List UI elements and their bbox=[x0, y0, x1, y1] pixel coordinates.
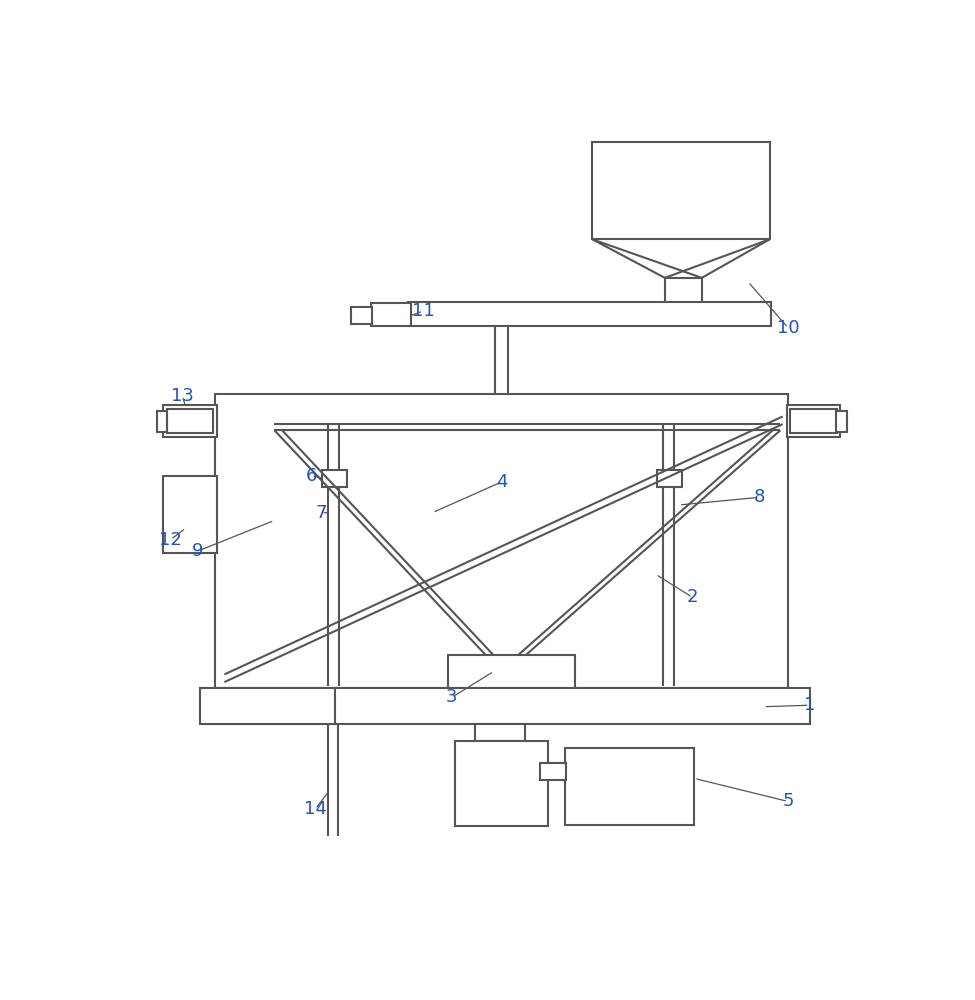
Bar bbox=[200, 688, 809, 724]
Bar bbox=[351, 307, 372, 324]
Bar bbox=[455, 741, 548, 826]
Bar bbox=[476, 724, 526, 741]
Text: 12: 12 bbox=[159, 531, 182, 549]
Bar bbox=[157, 411, 168, 432]
Bar bbox=[657, 470, 682, 487]
Bar bbox=[322, 470, 347, 487]
Text: 14: 14 bbox=[304, 800, 327, 818]
Bar bbox=[215, 394, 788, 688]
Bar bbox=[593, 142, 769, 239]
Bar bbox=[665, 278, 702, 305]
Text: 4: 4 bbox=[496, 473, 507, 491]
Text: 1: 1 bbox=[804, 696, 815, 714]
Bar bbox=[408, 302, 771, 326]
Bar bbox=[163, 405, 216, 437]
Text: 3: 3 bbox=[446, 688, 457, 706]
Bar bbox=[836, 411, 846, 432]
Text: 6: 6 bbox=[306, 467, 317, 485]
Bar bbox=[565, 748, 694, 825]
Bar bbox=[448, 655, 575, 688]
Bar bbox=[163, 476, 216, 553]
Text: 8: 8 bbox=[754, 488, 765, 506]
Bar bbox=[787, 405, 840, 437]
Text: 9: 9 bbox=[192, 542, 203, 560]
Bar bbox=[200, 688, 334, 724]
Bar bbox=[370, 303, 410, 326]
Bar bbox=[791, 409, 837, 433]
Text: 5: 5 bbox=[782, 792, 794, 810]
Text: 2: 2 bbox=[686, 588, 698, 606]
Text: 7: 7 bbox=[316, 504, 328, 522]
Text: 13: 13 bbox=[171, 387, 193, 405]
Text: 10: 10 bbox=[777, 319, 800, 337]
Bar bbox=[540, 763, 566, 780]
Text: 11: 11 bbox=[411, 302, 435, 320]
Bar bbox=[167, 409, 213, 433]
